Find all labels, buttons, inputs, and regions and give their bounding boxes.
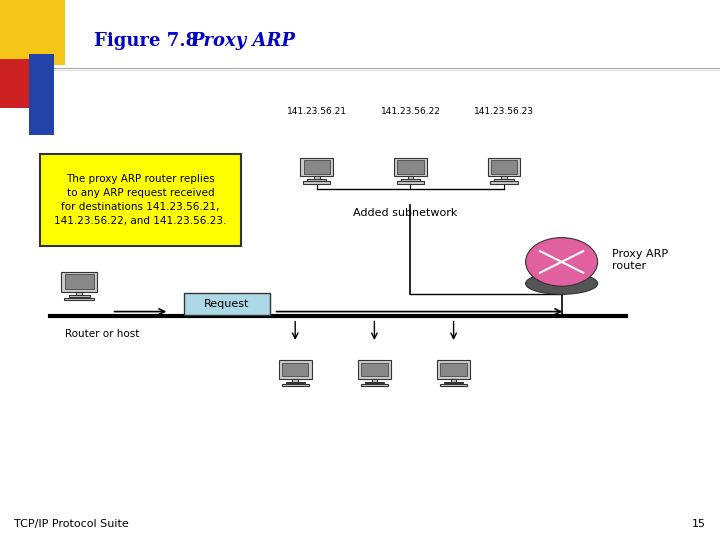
Bar: [394, 158, 427, 176]
Ellipse shape: [526, 273, 598, 294]
Bar: [300, 158, 333, 176]
Text: 141.23.56.22: 141.23.56.22: [380, 107, 441, 116]
Text: router: router: [612, 261, 646, 271]
Bar: [495, 179, 513, 181]
Bar: [361, 363, 387, 376]
Bar: [401, 179, 420, 181]
Text: Request: Request: [204, 299, 250, 309]
FancyBboxPatch shape: [184, 293, 270, 315]
Bar: [279, 360, 312, 379]
Text: The proxy ARP router replies
to any ARP request received
for destinations 141.23: The proxy ARP router replies to any ARP …: [54, 174, 227, 226]
Bar: [441, 363, 467, 376]
Text: 141.23.56.23: 141.23.56.23: [474, 107, 534, 116]
Polygon shape: [0, 59, 43, 108]
Bar: [451, 379, 456, 382]
Bar: [440, 384, 467, 386]
Text: Proxy ARP: Proxy ARP: [612, 249, 668, 259]
Bar: [61, 272, 97, 292]
Bar: [437, 360, 470, 379]
Text: Added subnetwork: Added subnetwork: [353, 208, 457, 218]
Bar: [314, 176, 320, 179]
Bar: [68, 295, 90, 297]
Text: 141.23.56.21: 141.23.56.21: [287, 107, 347, 116]
Bar: [304, 160, 330, 174]
Bar: [76, 292, 82, 295]
Bar: [292, 379, 298, 382]
Bar: [365, 382, 384, 383]
Bar: [361, 384, 388, 386]
Bar: [303, 181, 330, 184]
FancyBboxPatch shape: [40, 154, 241, 246]
Bar: [397, 181, 424, 184]
Bar: [65, 274, 94, 289]
Bar: [397, 160, 423, 174]
Text: 15: 15: [692, 519, 706, 529]
Bar: [444, 382, 463, 383]
Text: Router or host: Router or host: [65, 329, 139, 340]
Bar: [286, 382, 305, 383]
Bar: [29, 54, 54, 135]
Bar: [408, 176, 413, 179]
Ellipse shape: [526, 238, 598, 286]
Bar: [490, 181, 518, 184]
Bar: [64, 298, 94, 300]
Bar: [282, 384, 309, 386]
Text: Proxy ARP: Proxy ARP: [191, 31, 296, 50]
Polygon shape: [0, 0, 65, 65]
Text: Figure 7.8: Figure 7.8: [94, 31, 198, 50]
Text: TCP/IP Protocol Suite: TCP/IP Protocol Suite: [14, 519, 129, 529]
Bar: [491, 160, 517, 174]
Bar: [307, 179, 326, 181]
Bar: [501, 176, 507, 179]
Bar: [487, 158, 521, 176]
Bar: [282, 363, 308, 376]
Bar: [372, 379, 377, 382]
Bar: [358, 360, 391, 379]
